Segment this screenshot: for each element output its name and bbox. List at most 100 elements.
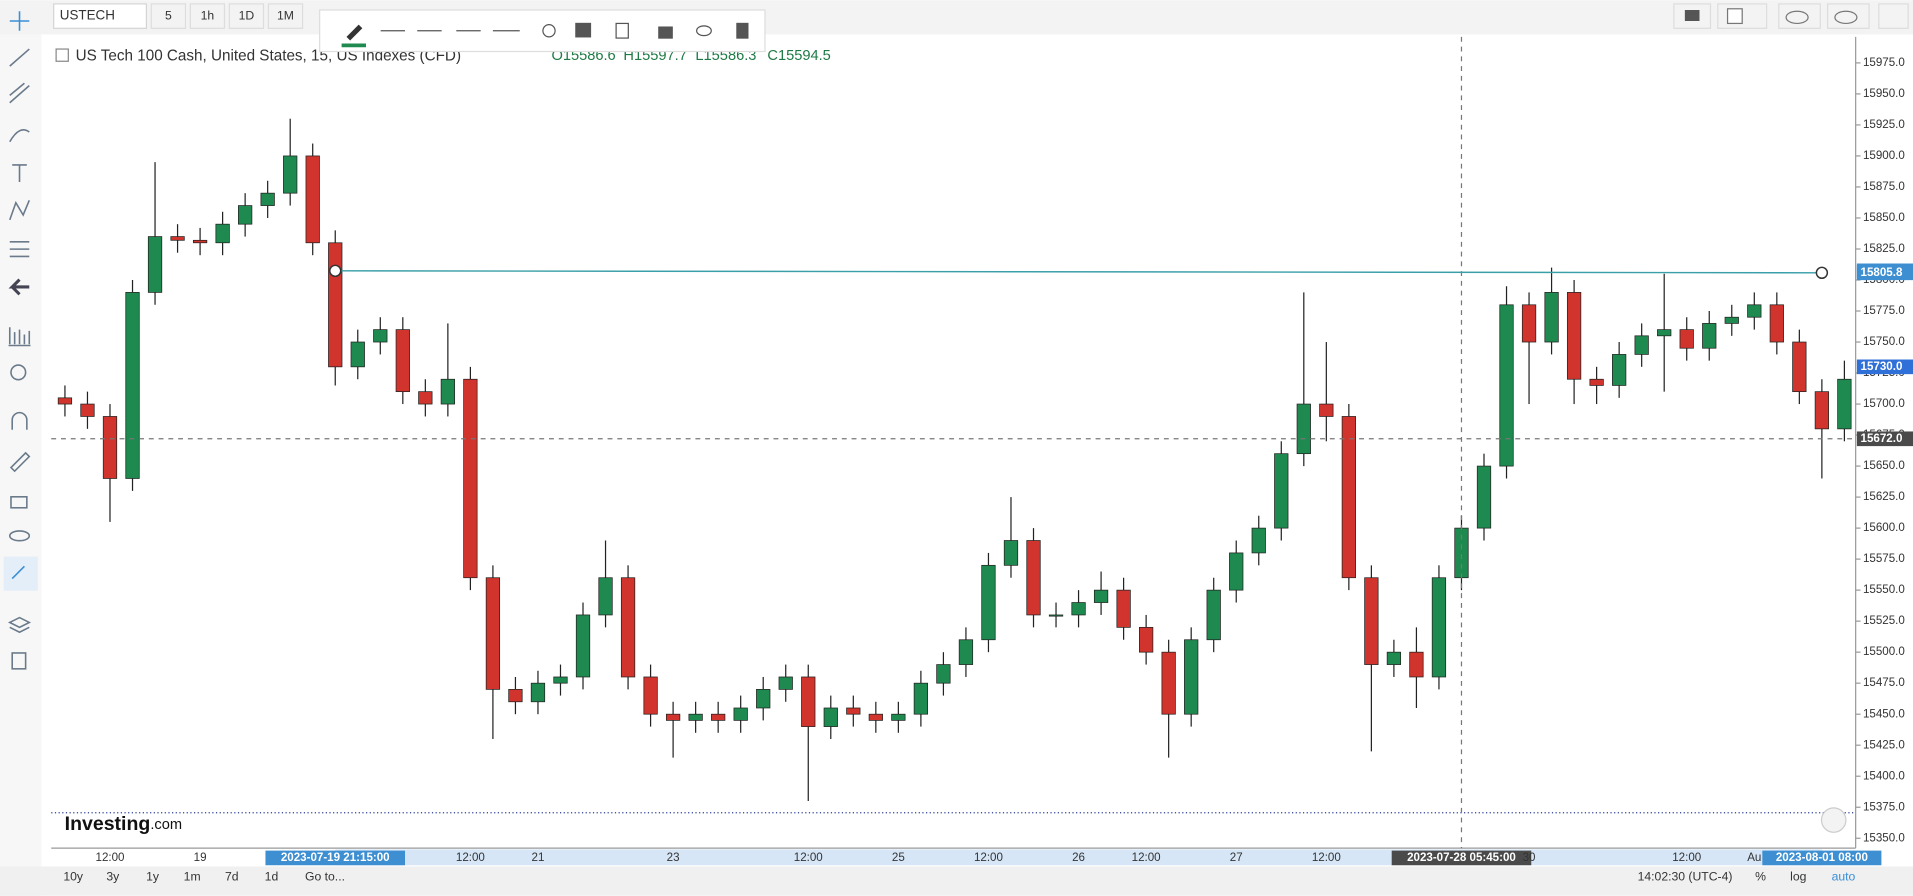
- brush-tool[interactable]: [9, 129, 30, 143]
- candle-body: [778, 676, 793, 690]
- candle-body: [1589, 378, 1604, 386]
- interval-label: 1h: [201, 8, 215, 22]
- color-button[interactable]: [346, 24, 363, 41]
- candle-body: [1634, 335, 1649, 355]
- interval-label: 1D: [239, 8, 255, 22]
- candle-body: [1792, 341, 1807, 393]
- trendline-handle[interactable]: [1815, 266, 1829, 280]
- delete-button[interactable]: [736, 22, 749, 39]
- candle-body: [1724, 316, 1739, 324]
- candle-body: [1566, 292, 1582, 380]
- x-tick-label: 12:00: [1312, 852, 1341, 864]
- candle-body: [1296, 403, 1311, 455]
- cloud-load-button[interactable]: [1778, 3, 1821, 29]
- lock-tool[interactable]: [10, 496, 28, 509]
- visual-order-button[interactable]: [575, 22, 592, 38]
- prediction-tool[interactable]: [9, 241, 30, 258]
- candle-body: [1161, 651, 1176, 715]
- candle-body: [463, 378, 478, 579]
- zoom-tool[interactable]: [10, 364, 27, 381]
- interval-label: 5: [165, 8, 172, 22]
- candle-body: [868, 713, 883, 721]
- layers-tool[interactable]: [7, 616, 32, 634]
- interval-button[interactable]: [228, 3, 265, 29]
- magnet-tool[interactable]: [11, 411, 28, 430]
- interval-button[interactable]: [189, 3, 226, 29]
- fib-tool[interactable]: [9, 82, 30, 104]
- candle-body: [756, 689, 771, 709]
- clone-button[interactable]: [615, 22, 629, 39]
- candle-body: [620, 577, 636, 678]
- trendline-price-tag-label: 15805.8: [1861, 267, 1903, 279]
- y-tick-label: 15425.0: [1863, 739, 1905, 751]
- candle-body: [102, 416, 118, 479]
- candle-body: [1769, 304, 1784, 343]
- candle-body: [485, 577, 501, 690]
- fullscreen-button[interactable]: [1878, 3, 1909, 29]
- pattern-tool[interactable]: [9, 200, 31, 221]
- cloud-save-button[interactable]: [1826, 3, 1870, 29]
- visibility-tool[interactable]: [8, 530, 31, 542]
- candle-body: [1184, 639, 1199, 715]
- candle-body: [958, 639, 974, 665]
- candle-body: [1544, 292, 1559, 343]
- range-button[interactable]: 7d: [225, 870, 239, 884]
- scale-button[interactable]: auto: [1832, 870, 1856, 884]
- range-button[interactable]: 10y: [63, 870, 84, 884]
- range-button[interactable]: 1m: [184, 870, 201, 884]
- range-button[interactable]: 1d: [265, 870, 279, 884]
- candle-body: [508, 689, 523, 703]
- candle-body: [1814, 391, 1829, 430]
- candle-body: [283, 155, 298, 194]
- x-tick-label: 12:00: [1132, 852, 1161, 864]
- settings-button[interactable]: [542, 24, 556, 38]
- interval-button[interactable]: [150, 3, 187, 29]
- trendline-handle[interactable]: [329, 264, 342, 278]
- candle-body: [801, 676, 816, 727]
- interval-button[interactable]: [267, 3, 304, 29]
- y-tick-label: 15750.0: [1863, 336, 1905, 348]
- candle-body: [125, 292, 140, 479]
- candle-body: [1612, 354, 1627, 386]
- back-tool[interactable]: [8, 278, 30, 296]
- y-tick-label: 15950.0: [1863, 88, 1905, 100]
- scale-button[interactable]: %: [1755, 870, 1766, 884]
- y-tick-label: 15925.0: [1863, 119, 1905, 131]
- scale-button[interactable]: log: [1790, 870, 1806, 884]
- link-tool[interactable]: [11, 565, 25, 580]
- range-button[interactable]: 3y: [106, 870, 120, 884]
- symbol-input[interactable]: [53, 3, 148, 29]
- candle-body: [147, 236, 163, 293]
- bottom-controls: 10y 3y 1y 1m 7d 1d Go to... 14:02:30 (UTC-4)% lo…: [63, 870, 1855, 884]
- candle-body: [733, 707, 748, 721]
- candle-body: [238, 205, 253, 225]
- collapse-icon[interactable]: [55, 48, 69, 62]
- x-tick-label: 2023-07-28 05:45:00: [1407, 852, 1516, 864]
- drawing-mode-tool[interactable]: [9, 451, 31, 473]
- brand-name: Investing: [65, 813, 151, 835]
- text-tool[interactable]: [12, 164, 27, 183]
- candle-body: [1116, 589, 1131, 628]
- y-tick-label: 15575.0: [1863, 553, 1905, 565]
- indicators-tool[interactable]: [8, 327, 31, 347]
- candle-body: [530, 682, 546, 703]
- candle-body: [1386, 651, 1402, 665]
- delete-tool[interactable]: [11, 652, 27, 670]
- goto-button[interactable]: Go to...: [305, 870, 345, 884]
- scroll-right-button[interactable]: [1820, 807, 1847, 833]
- candle-body: [891, 713, 906, 721]
- y-tick-label: 15700.0: [1863, 398, 1905, 410]
- candle-body: [1702, 323, 1717, 349]
- candle-body: [215, 223, 230, 244]
- lock-button[interactable]: [658, 26, 673, 39]
- candle-body: [1409, 651, 1424, 678]
- range-button[interactable]: 1y: [146, 870, 160, 884]
- y-tick-label: 15625.0: [1863, 491, 1905, 503]
- hide-button[interactable]: [696, 25, 712, 37]
- ohlc-value: H15597.7: [623, 48, 686, 64]
- trend-tool[interactable]: [9, 48, 30, 67]
- crosshair-tool[interactable]: [9, 11, 30, 31]
- trendline-price-tag: [1856, 265, 1913, 281]
- y-tick-label: 15875.0: [1863, 181, 1905, 193]
